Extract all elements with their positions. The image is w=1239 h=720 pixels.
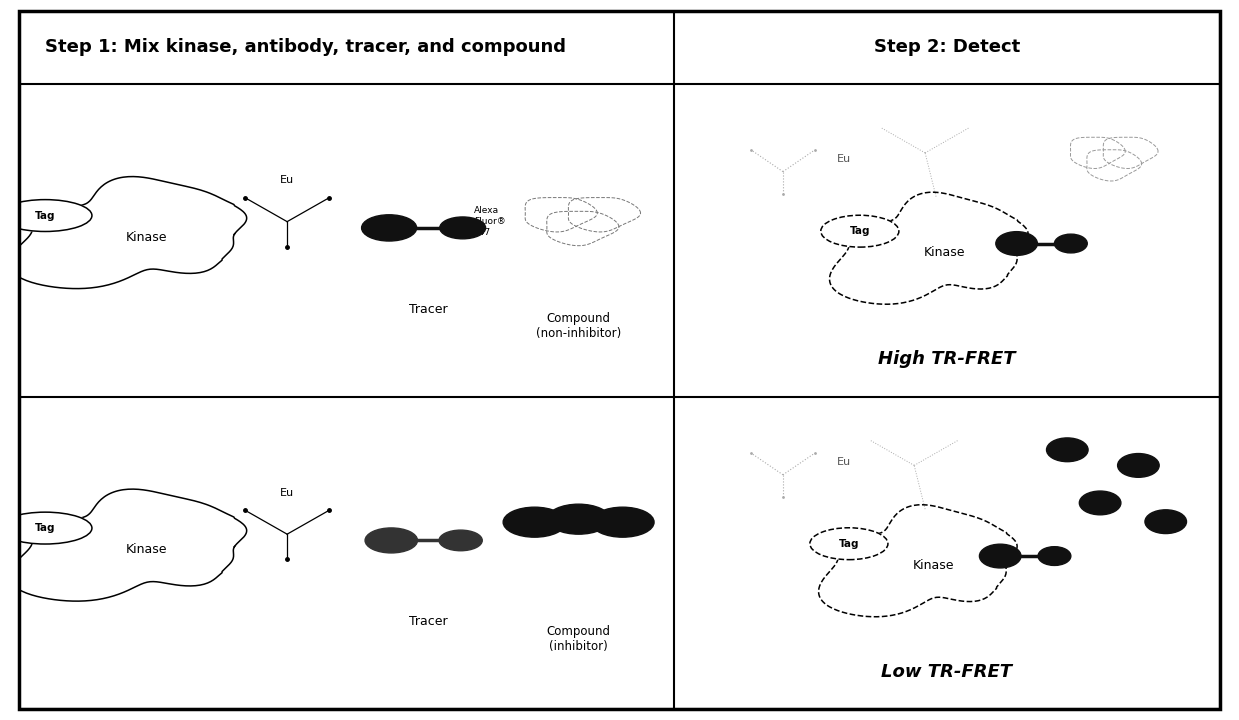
Circle shape <box>1038 546 1070 565</box>
Text: Tracer: Tracer <box>409 616 447 629</box>
Text: Compound
(inhibitor): Compound (inhibitor) <box>546 625 611 653</box>
Circle shape <box>979 544 1021 568</box>
Text: Eu: Eu <box>836 153 851 163</box>
Circle shape <box>1047 438 1088 462</box>
Text: Tag: Tag <box>850 226 870 236</box>
Text: Low TR-FRET: Low TR-FRET <box>881 662 1012 680</box>
Text: Kinase: Kinase <box>125 544 167 557</box>
Circle shape <box>362 215 416 241</box>
Ellipse shape <box>0 512 92 544</box>
Text: Compound
(non-inhibitor): Compound (non-inhibitor) <box>536 312 621 341</box>
Circle shape <box>366 528 418 553</box>
Text: Eu: Eu <box>836 457 851 467</box>
Circle shape <box>1079 491 1121 515</box>
Circle shape <box>548 504 610 534</box>
Text: Tracer: Tracer <box>409 303 447 316</box>
Circle shape <box>996 232 1037 256</box>
Polygon shape <box>819 505 1017 617</box>
Circle shape <box>503 507 566 537</box>
Circle shape <box>591 507 654 537</box>
Text: Eu: Eu <box>280 175 294 185</box>
Text: Kinase: Kinase <box>923 246 965 259</box>
Circle shape <box>1145 510 1187 534</box>
Text: Kinase: Kinase <box>125 231 167 244</box>
Ellipse shape <box>810 528 888 559</box>
Polygon shape <box>830 192 1028 305</box>
Text: Kinase: Kinase <box>913 559 954 572</box>
Circle shape <box>439 530 482 551</box>
Text: Tag: Tag <box>35 210 56 220</box>
Text: Tag: Tag <box>35 523 56 533</box>
Text: Tag: Tag <box>839 539 859 549</box>
Ellipse shape <box>0 199 92 232</box>
Text: Step 1: Mix kinase, antibody, tracer, and compound: Step 1: Mix kinase, antibody, tracer, an… <box>45 38 566 56</box>
Circle shape <box>1118 454 1160 477</box>
Text: Eu: Eu <box>280 487 294 498</box>
Text: High TR-FRET: High TR-FRET <box>878 350 1016 368</box>
Ellipse shape <box>820 215 898 247</box>
Text: Step 2: Detect: Step 2: Detect <box>873 38 1020 56</box>
Polygon shape <box>9 489 247 601</box>
Text: Alexa
Fluor®
647: Alexa Fluor® 647 <box>473 206 506 238</box>
Circle shape <box>1054 234 1088 253</box>
Circle shape <box>440 217 486 239</box>
Polygon shape <box>9 176 247 289</box>
